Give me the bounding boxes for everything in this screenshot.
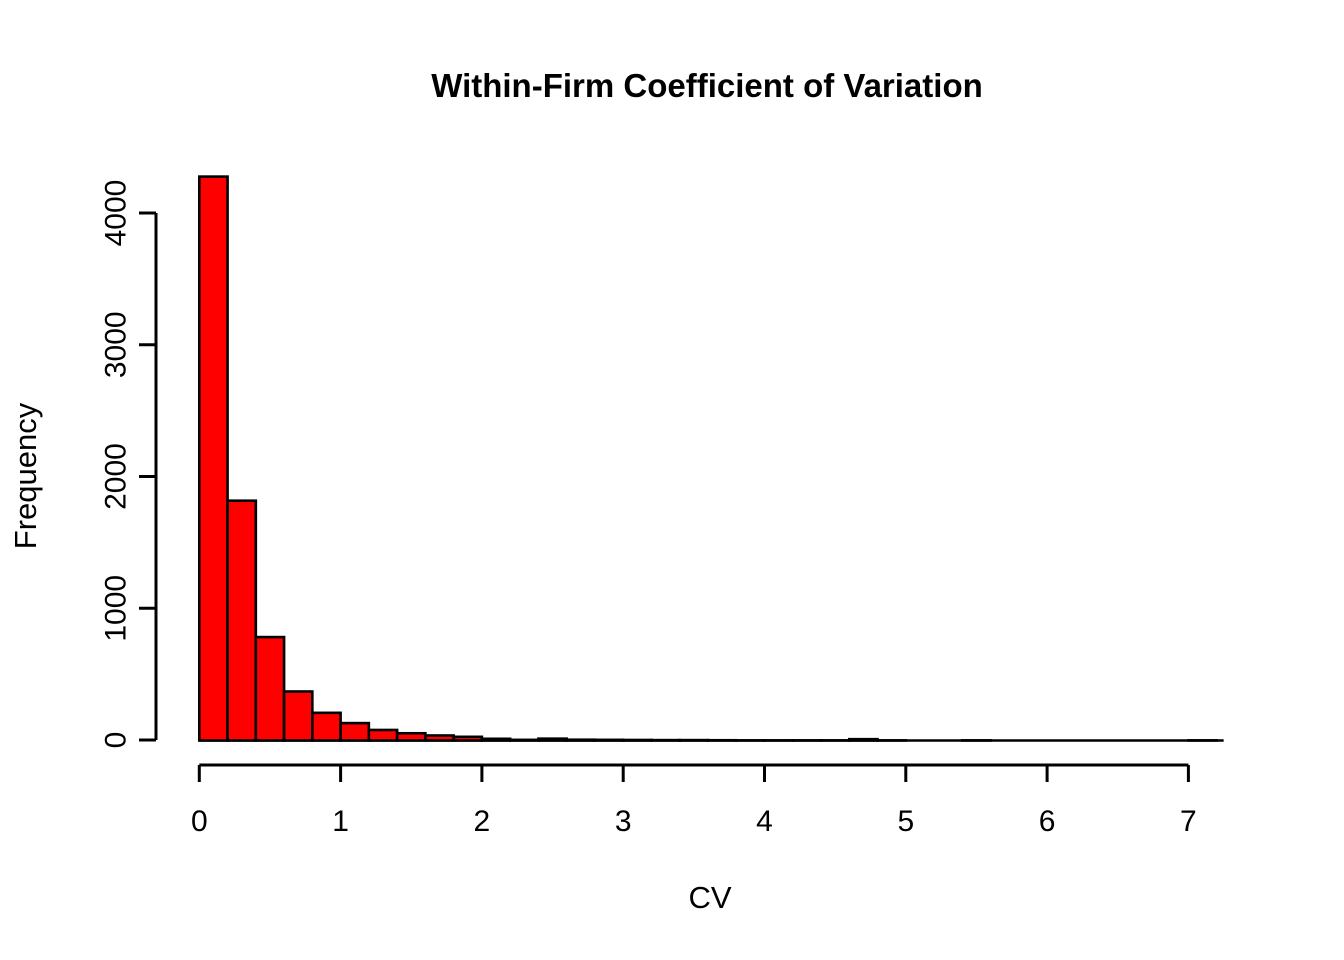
chart-title: Within-Firm Coefficient of Variation xyxy=(431,67,983,104)
histogram-bar xyxy=(508,738,540,742)
x-tick-label: 2 xyxy=(474,805,491,838)
histogram-bar xyxy=(395,731,427,742)
y-axis: 0 1000 2000 3000 4000 xyxy=(100,180,158,749)
histogram-bar xyxy=(452,735,484,742)
x-axis-label: CV xyxy=(688,880,731,915)
x-tick-label: 1 xyxy=(332,805,349,838)
x-tick-label: 4 xyxy=(756,805,773,838)
histogram-bar xyxy=(621,738,653,742)
y-tick-label: 3000 xyxy=(100,311,133,378)
y-tick-label: 2000 xyxy=(100,443,133,510)
y-tick-label: 1000 xyxy=(100,575,133,642)
y-tick-label: 4000 xyxy=(100,180,133,247)
x-axis: 0 1 2 3 4 5 6 7 xyxy=(191,763,1197,838)
y-axis-label: Frequency xyxy=(8,402,43,549)
histogram-bar xyxy=(480,737,512,742)
histogram-bar xyxy=(282,690,314,742)
histogram-bar xyxy=(424,734,455,742)
x-tick-label: 3 xyxy=(615,805,632,838)
bars-layer xyxy=(198,175,1224,742)
histogram-bar xyxy=(198,175,229,742)
histogram-bar xyxy=(311,711,342,742)
histogram-bar xyxy=(593,738,625,742)
histogram-bar xyxy=(847,737,879,742)
histogram-bar xyxy=(537,737,568,742)
x-tick-label: 0 xyxy=(191,805,208,838)
x-tick-label: 6 xyxy=(1039,805,1056,838)
y-tick-label: 0 xyxy=(100,732,133,749)
histogram-bar xyxy=(565,738,597,742)
histogram-bar xyxy=(367,728,399,742)
histogram-bar xyxy=(254,635,286,742)
x-tick-label: 5 xyxy=(897,805,914,838)
histogram-bar xyxy=(339,721,371,742)
x-tick-label: 7 xyxy=(1180,805,1197,838)
histogram-bar xyxy=(226,499,258,742)
